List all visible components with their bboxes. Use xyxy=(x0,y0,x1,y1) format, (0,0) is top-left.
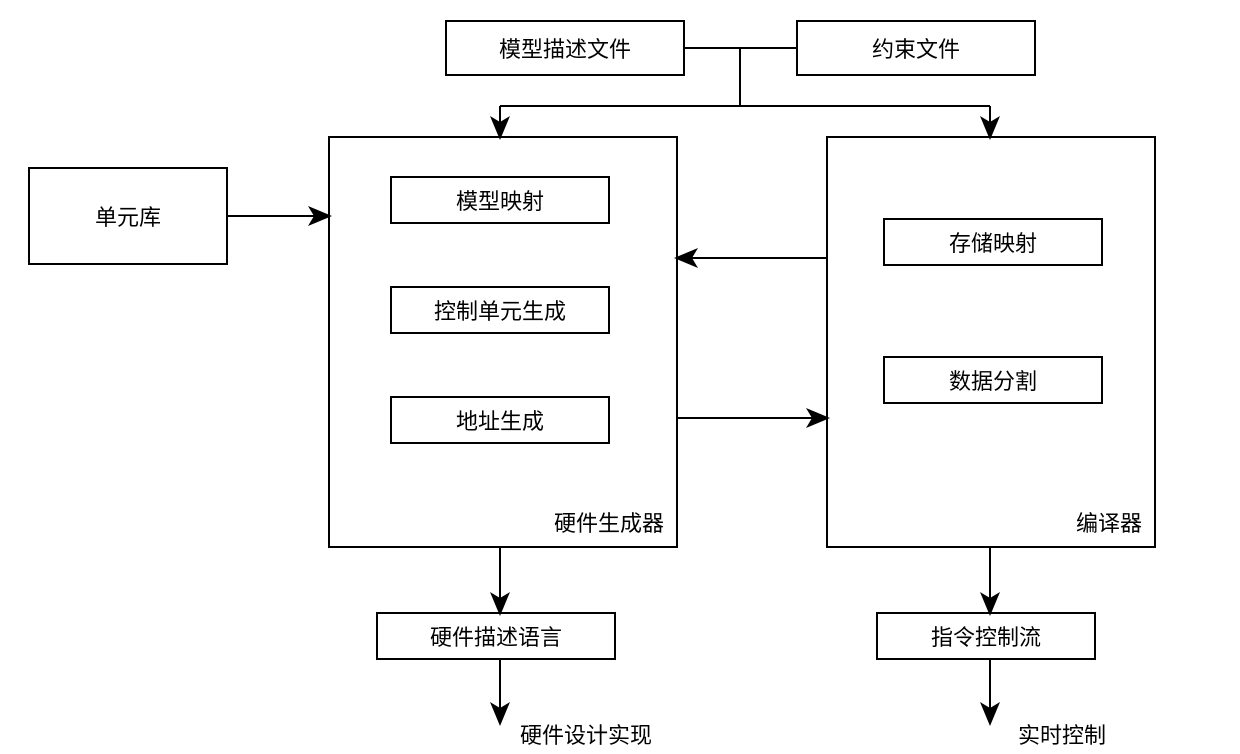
label-hardware-generator: 硬件生成器 xyxy=(554,506,664,538)
node-storage-mapping: 存储映射 xyxy=(883,218,1103,266)
node-control-unit-generation: 控制单元生成 xyxy=(390,286,610,334)
label-model-description-file: 模型描述文件 xyxy=(499,32,631,64)
diagram-canvas: 模型描述文件 约束文件 单元库 模型映射 控制单元生成 地址生成 硬件生成器 存… xyxy=(0,0,1240,754)
label-unit-library: 单元库 xyxy=(95,200,161,232)
node-model-description-file: 模型描述文件 xyxy=(445,20,685,76)
node-address-generation: 地址生成 xyxy=(390,396,610,444)
label-hardware-design-implementation: 硬件设计实现 xyxy=(520,718,652,750)
label-address-generation: 地址生成 xyxy=(456,404,544,436)
node-compiler: 存储映射 数据分割 编译器 xyxy=(826,136,1156,548)
label-compiler: 编译器 xyxy=(1076,506,1142,538)
node-model-mapping: 模型映射 xyxy=(390,176,610,224)
label-storage-mapping: 存储映射 xyxy=(949,226,1037,258)
node-hardware-generator: 模型映射 控制单元生成 地址生成 硬件生成器 xyxy=(328,136,678,548)
node-hdl: 硬件描述语言 xyxy=(376,612,616,660)
node-unit-library: 单元库 xyxy=(28,167,228,265)
node-data-split: 数据分割 xyxy=(883,356,1103,404)
label-constraint-file: 约束文件 xyxy=(872,32,960,64)
node-instruction-control-flow: 指令控制流 xyxy=(876,612,1096,660)
node-constraint-file: 约束文件 xyxy=(796,20,1036,76)
label-model-mapping: 模型映射 xyxy=(456,184,544,216)
label-realtime-control: 实时控制 xyxy=(1018,718,1106,750)
label-instruction-control-flow: 指令控制流 xyxy=(931,620,1041,652)
label-control-unit-generation: 控制单元生成 xyxy=(434,294,566,326)
label-hdl: 硬件描述语言 xyxy=(430,620,562,652)
label-data-split: 数据分割 xyxy=(949,364,1037,396)
